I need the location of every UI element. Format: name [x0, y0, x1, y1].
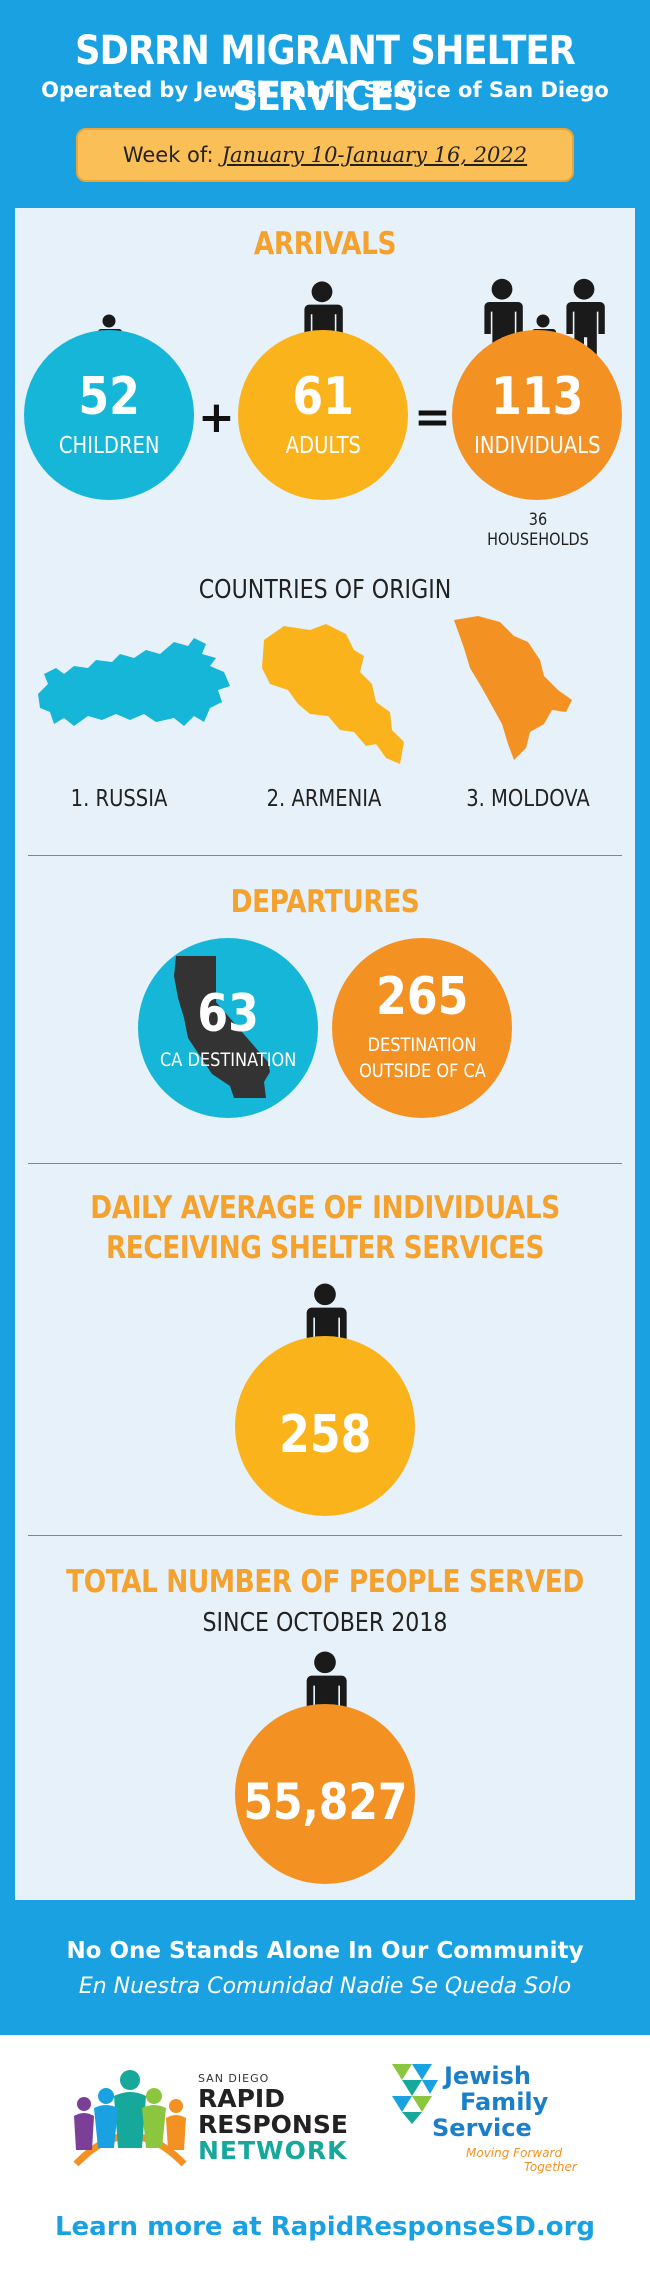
rrn-line1: RAPID — [198, 2084, 285, 2113]
divider — [28, 855, 622, 856]
country-armenia: 2. ARMENIA — [266, 786, 382, 812]
individuals-circle: 113 INDIVIDUALS — [452, 330, 622, 500]
total-subtitle: SINCE OCTOBER 2018 — [202, 1608, 448, 1638]
jfs-line1: Jewish — [444, 2062, 531, 2090]
households-count: 36 HOUSEHOLDS — [487, 510, 589, 550]
ca-destination-label: CA DESTINATION — [159, 1049, 297, 1072]
total-title: TOTAL NUMBER OF PEOPLE SERVED — [66, 1564, 584, 1600]
jfs-tagline2: Together — [524, 2160, 577, 2174]
week-dates: January 10-January 16, 2022 — [221, 143, 528, 167]
individuals-value: 113 — [490, 367, 584, 427]
tagline-spanish: En Nuestra Comunidad Nadie Se Queda Solo — [78, 1974, 572, 1999]
plus-sign: + — [198, 392, 235, 443]
equals-sign: = — [414, 392, 451, 443]
adults-value: 61 — [292, 367, 354, 427]
children-label: CHILDREN — [58, 433, 160, 459]
daily-average-circle: 258 — [235, 1336, 415, 1516]
learn-more-link[interactable]: Learn more at RapidResponseSD.org — [54, 2212, 596, 2242]
page-subtitle: Operated by Jewish Family Service of San… — [41, 78, 609, 102]
divider — [28, 1163, 622, 1164]
california-map-icon — [174, 956, 270, 1098]
rrn-small-text: SAN DIEGO — [198, 2072, 270, 2085]
adults-circle: 61 ADULTS — [238, 330, 408, 500]
country-russia: 1. RUSSIA — [70, 786, 168, 812]
week-label: Week of: — [122, 143, 214, 167]
rrn-line2: RESPONSE — [198, 2110, 348, 2139]
daily-title-line1: DAILY AVERAGE OF INDIVIDUALS — [90, 1190, 560, 1226]
total-served-value: 55,827 — [243, 1773, 408, 1831]
page-title: SDRRN MIGRANT SHELTER SERVICES — [75, 28, 576, 120]
ca-destination-circle: 63 CA DESTINATION — [138, 938, 318, 1118]
russia-map-icon — [38, 638, 230, 726]
jfs-tagline1: Moving Forward — [466, 2146, 563, 2160]
departures-title: DEPARTURES — [230, 884, 420, 920]
week-banner: Week of: January 10-January 16, 2022 — [76, 128, 574, 182]
outside-ca-label-line2: OUTSIDE OF CA — [358, 1060, 486, 1082]
daily-average-value: 258 — [278, 1405, 372, 1465]
children-value: 52 — [78, 367, 140, 427]
total-served-circle: 55,827 — [235, 1704, 415, 1884]
country-moldova: 3. MOLDOVA — [466, 786, 590, 812]
tagline-english: No One Stands Alone In Our Community — [66, 1938, 584, 1964]
moldova-map-icon — [454, 616, 572, 760]
outside-ca-value: 265 — [375, 967, 469, 1028]
rrn-line3: NETWORK — [198, 2136, 348, 2165]
individuals-label: INDIVIDUALS — [473, 433, 601, 459]
rapid-response-network-logo-icon — [73, 2070, 187, 2167]
footer — [0, 2035, 650, 2293]
outside-ca-label-line1: DESTINATION — [367, 1034, 477, 1057]
ca-destination-value: 63 — [197, 984, 259, 1045]
jfs-line2: Family — [460, 2088, 549, 2116]
divider — [28, 1535, 622, 1536]
armenia-map-icon — [262, 624, 404, 764]
children-circle: 52 CHILDREN — [24, 330, 194, 500]
jfs-line3: Service — [432, 2114, 532, 2142]
outside-ca-circle: 265 DESTINATION OUTSIDE OF CA — [332, 938, 512, 1118]
arrivals-title: ARRIVALS — [253, 226, 397, 262]
daily-title-line2: RECEIVING SHELTER SERVICES — [105, 1230, 545, 1266]
adults-label: ADULTS — [285, 433, 361, 459]
countries-title: COUNTRIES OF ORIGIN — [198, 575, 452, 605]
jfs-logo-icon — [392, 2064, 438, 2124]
